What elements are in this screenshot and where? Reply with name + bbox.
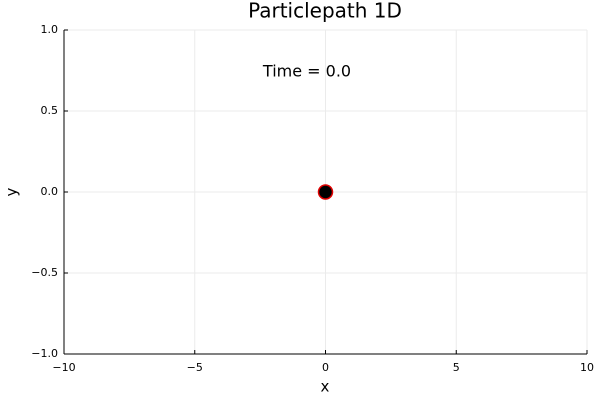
y-tick-label: 0.0 [41, 185, 59, 198]
y-tick-label: −1.0 [31, 347, 58, 360]
point [317, 184, 334, 200]
x-tick-label: 0 [322, 361, 329, 374]
y-tick-label: 0.5 [41, 104, 59, 117]
x-tick-label: −10 [52, 361, 75, 374]
chart-title: Particlepath 1D [248, 0, 402, 23]
y-axis-label: y [3, 187, 21, 196]
y-tick-label: 1.0 [41, 23, 59, 36]
x-tick-label: −5 [187, 361, 203, 374]
x-axis-label: x [321, 378, 330, 396]
y-tick-label: −0.5 [31, 266, 58, 279]
x-tick-label: 10 [580, 361, 594, 374]
annotation: Time = 0.0 [262, 62, 351, 81]
x-tick-label: 5 [453, 361, 460, 374]
